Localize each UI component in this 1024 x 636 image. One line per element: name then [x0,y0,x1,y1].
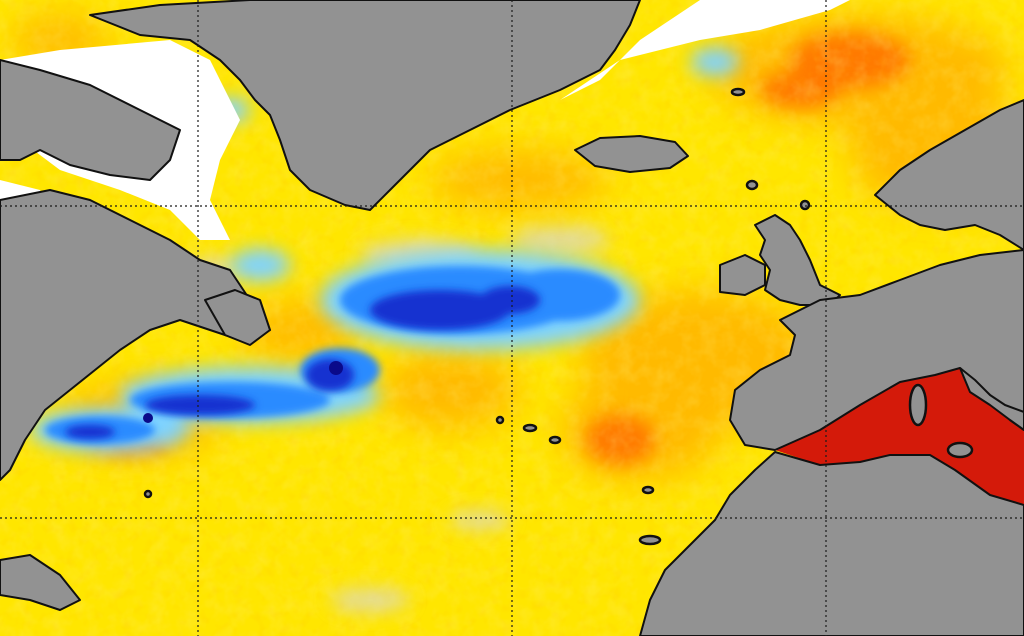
small-islands [143,87,811,546]
faroe-island [745,179,759,191]
shetland-island [799,199,811,211]
greenland [89,0,641,211]
azores-island [548,435,562,445]
europe-mainland [729,249,1024,451]
italy-peninsula [959,367,1024,431]
scandinavia [874,99,1024,251]
canadian-arctic [0,59,181,181]
africa [639,451,1024,636]
iceland [574,135,689,173]
ireland [719,254,766,296]
azores-island [522,423,538,433]
corsica-sardinia [908,383,928,427]
canary-island [638,534,662,546]
jan-mayen-island [730,87,746,97]
newfoundland [204,289,271,346]
bermuda-island [143,489,153,499]
north-america [0,189,271,481]
sicily [946,441,974,459]
madeira-island [641,485,655,495]
azores-island [495,415,505,425]
caribbean-arc [0,554,81,611]
